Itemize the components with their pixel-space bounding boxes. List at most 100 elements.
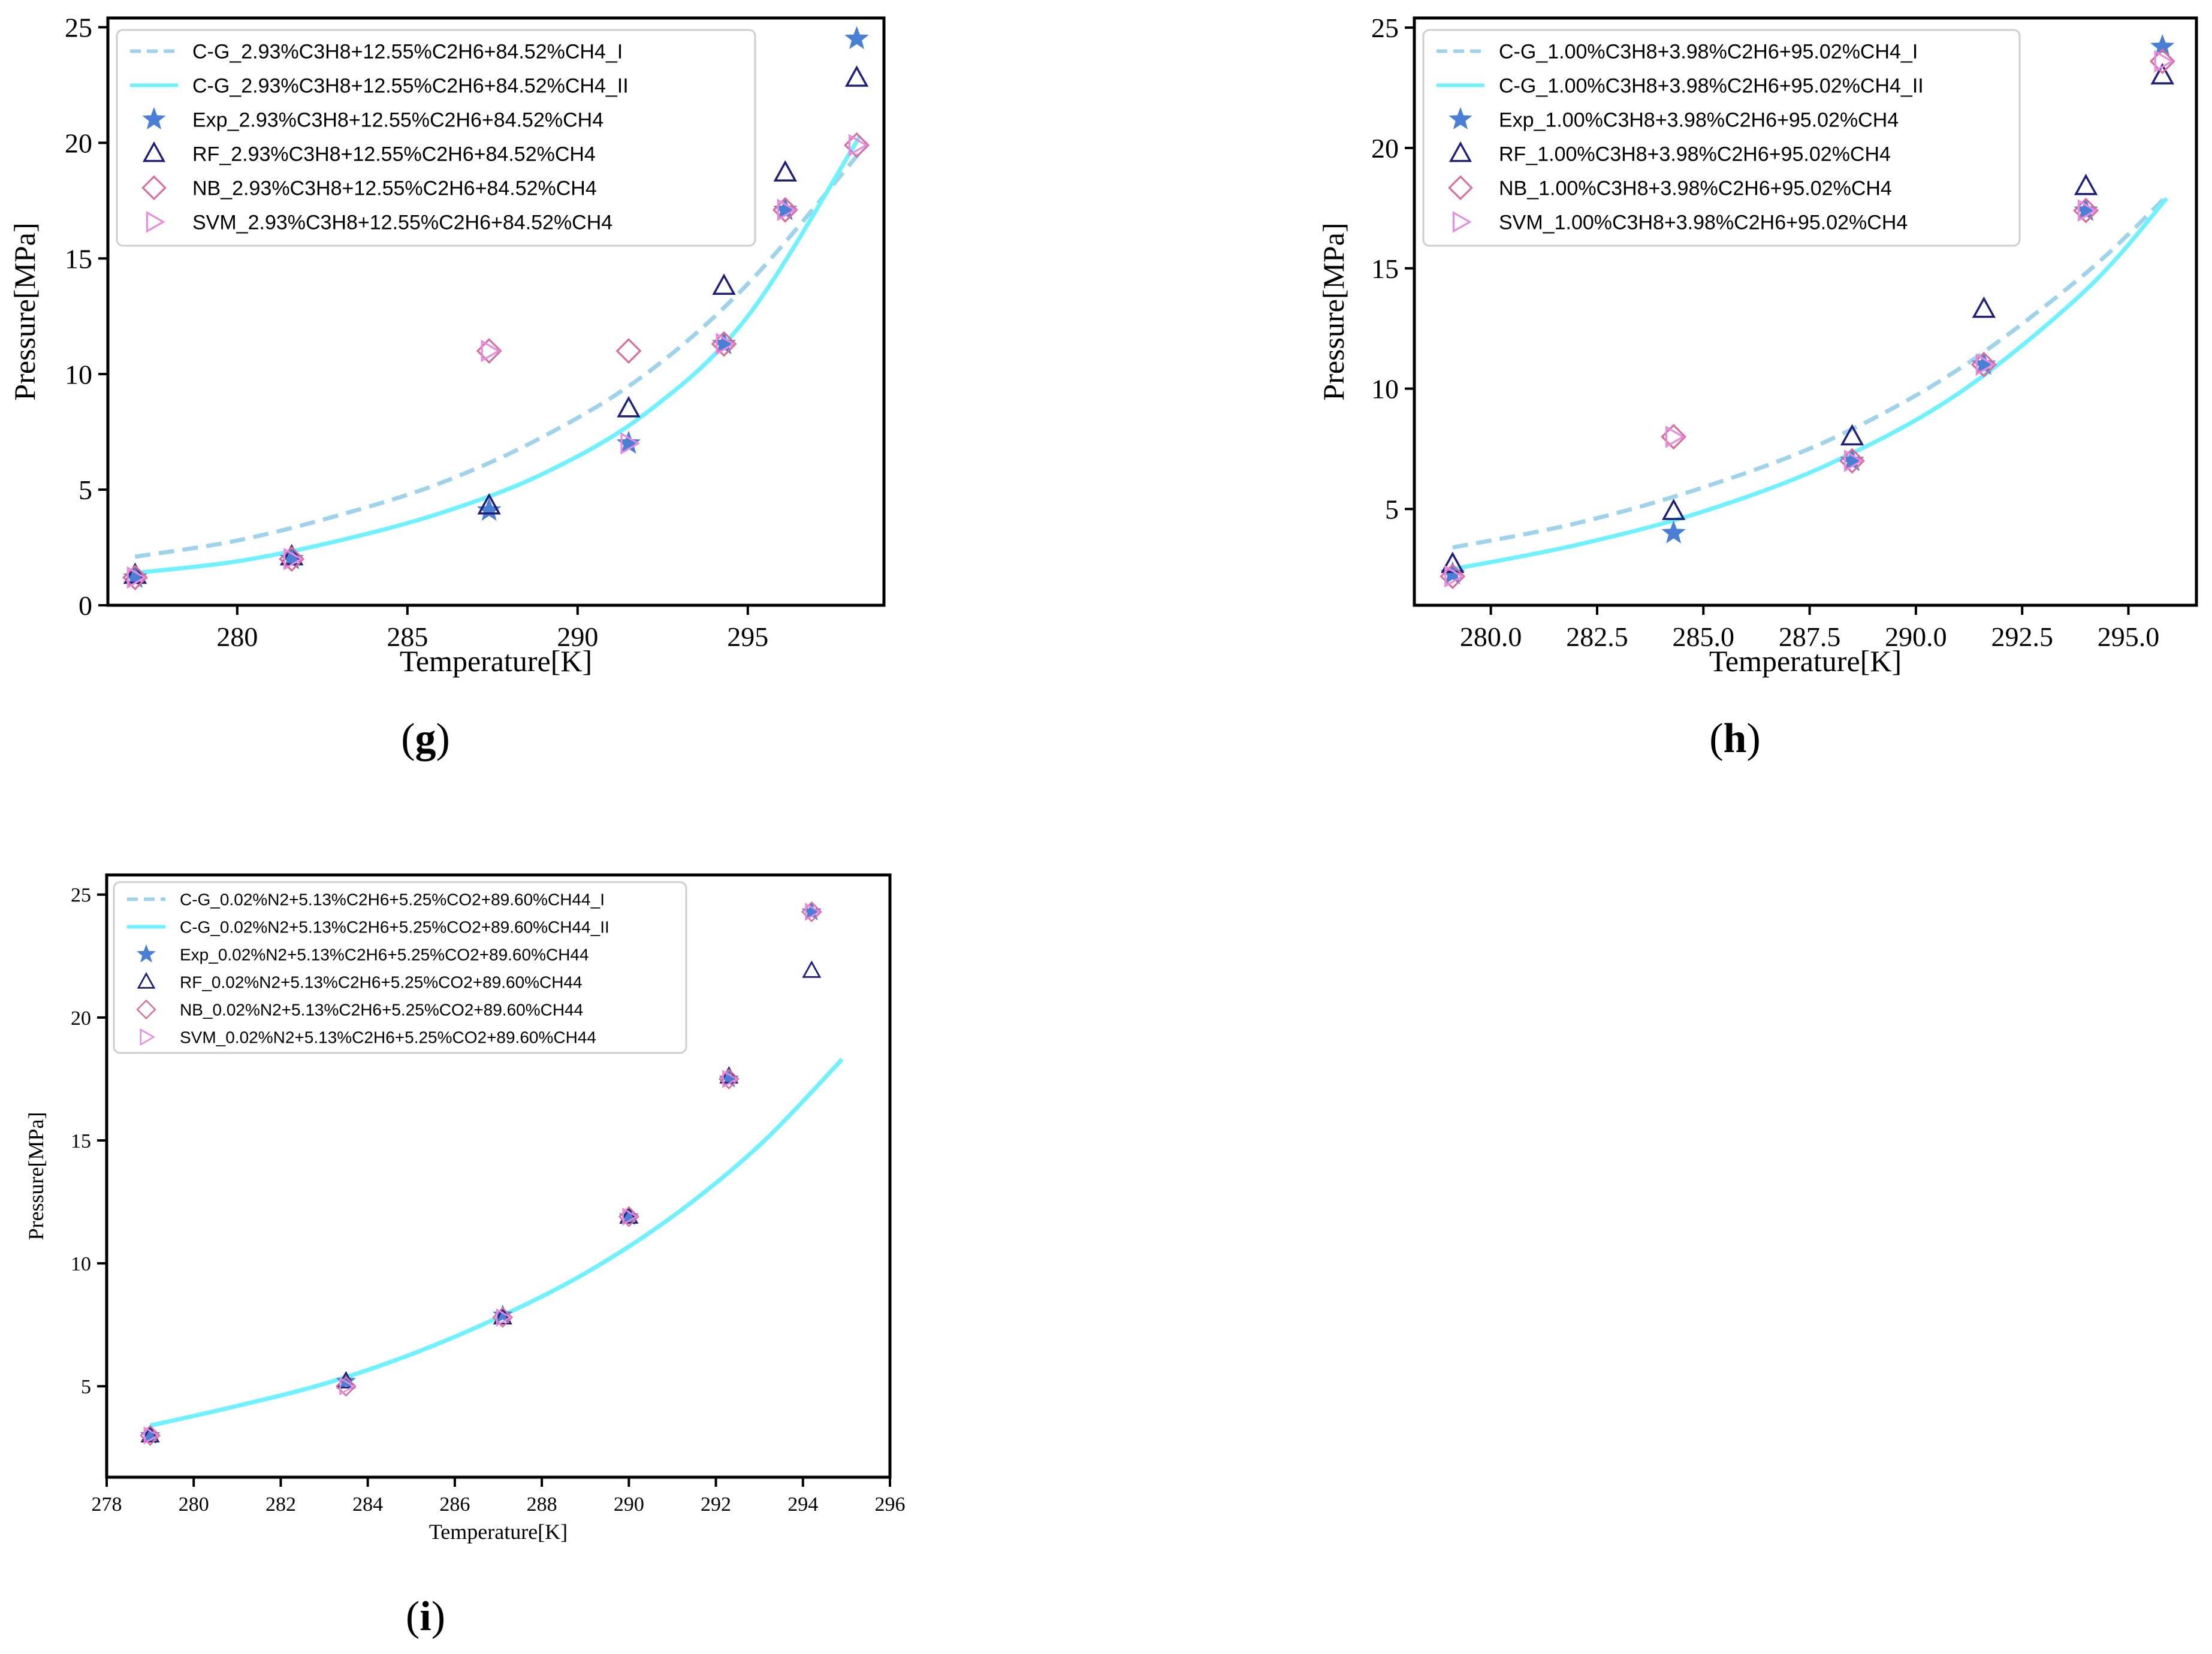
chart-h-point-exp xyxy=(2150,34,2175,58)
chart-g-point-rf xyxy=(844,65,869,87)
chart-h-x-tick-label: 280.0 xyxy=(1460,621,1522,652)
chart-i-legend-marker-svm xyxy=(140,1028,155,1046)
chart-g-y-tick-label: 15 xyxy=(65,243,92,274)
chart-i-y-tick-label: 15 xyxy=(71,1130,91,1152)
panels: 280 285 290 295 0 5 10 15 20 25 Temperature[K] Pres… xyxy=(8,13,2198,1640)
chart-g-legend-entry: SVM_2.93%C3H8+12.55%C2H6+84.52%CH4 xyxy=(192,212,612,234)
chart-h-point-exp xyxy=(1661,520,1686,544)
chart-h-legend xyxy=(1422,29,2021,247)
chart-g-point-exp xyxy=(476,497,502,521)
chart-h-y-tick-label: 20 xyxy=(1371,133,1399,164)
chart-h-y-tick-label: 10 xyxy=(1371,374,1399,405)
chart-h-line-c-g-ii xyxy=(1452,197,2169,572)
chart-i-point-svm xyxy=(143,1426,160,1445)
chart-h-line-c-g-i xyxy=(1452,194,2168,550)
chart-i-legend-entry: RF_0.02%N2+5.13%C2H6+5.25%CO2+89.60%CH44 xyxy=(180,973,583,992)
chart-g-legend-entry: C-G_2.93%C3H8+12.55%C2H6+84.52%CH4_II xyxy=(192,75,629,98)
chart-h-point-svm xyxy=(2154,50,2174,73)
chart-h-y-tick-label: 15 xyxy=(1371,253,1399,284)
chart-g-point-rf xyxy=(477,493,501,515)
chart-i-x-tick-label: 284 xyxy=(352,1493,383,1516)
chart-i-x-tick-label: 290 xyxy=(614,1493,644,1516)
chart-i-panel-label: (i) xyxy=(406,1593,445,1640)
chart-h-point-rf xyxy=(1661,499,1686,520)
chart-i-legend-marker-rf xyxy=(137,972,156,989)
chart-i-point-rf xyxy=(493,1307,512,1325)
chart-h-point-rf xyxy=(2150,63,2174,84)
chart-i-x-tick-label: 278 xyxy=(92,1493,122,1516)
chart-i-point-exp xyxy=(493,1304,513,1324)
chart-g-point-svm xyxy=(777,198,797,221)
chart-i-x-tick-label: 292 xyxy=(701,1493,731,1516)
chart-i-x-tick-label: 282 xyxy=(265,1493,296,1516)
chart-g: 280 285 290 295 0 5 10 15 20 25 Temperature[K] Pres… xyxy=(8,13,886,762)
chart-g-legend-marker-svm xyxy=(146,211,165,233)
chart-h-legend-marker-rf xyxy=(1448,141,1472,162)
chart-g-x-tick-label: 290 xyxy=(557,621,598,652)
chart-g-point-svm xyxy=(283,548,303,571)
chart-g-legend-marker-exp xyxy=(142,107,166,130)
chart-g-y-tick-label: 0 xyxy=(79,590,92,621)
chart-g-y-tick-label: 10 xyxy=(65,359,92,390)
chart-i-legend-marker-exp xyxy=(137,944,156,963)
chart-g-line-c-g-i xyxy=(134,150,862,559)
chart-h-x-axis-label: Temperature[K] xyxy=(1709,644,1902,678)
chart-h-plot-frame xyxy=(1413,16,2198,607)
chart-i-point-exp xyxy=(336,1371,357,1390)
chart-i-x-tick-label: 288 xyxy=(527,1493,557,1516)
chart-h-y-tick-label: 25 xyxy=(1371,13,1399,43)
chart-g-point-svm xyxy=(716,333,736,355)
chart-i-y-tick-label: 10 xyxy=(71,1253,91,1275)
chart-h: 280.0 282.5 285.0 287.5 290.0 292.5 295.0 5 10 15… xyxy=(1317,13,2198,762)
chart-h-legend-entry: NB_1.00%C3H8+3.98%C2H6+95.02%CH4 xyxy=(1499,177,1892,200)
chart-h-legend-entry: C-G_1.00%C3H8+3.98%C2H6+95.02%CH4_I xyxy=(1499,41,1918,64)
chart-h-x-tick-label: 282.5 xyxy=(1566,621,1628,652)
chart-g-line-c-g-ii xyxy=(135,134,862,575)
chart-g-legend-entry: NB_2.93%C3H8+12.55%C2H6+84.52%CH4 xyxy=(192,177,597,200)
chart-i-y-tick-label: 20 xyxy=(71,1007,91,1030)
chart-g-point-rf xyxy=(773,160,797,182)
chart-i-point-rf xyxy=(140,1425,160,1442)
chart-h-legend-entry: SVM_1.00%C3H8+3.98%C2H6+95.02%CH4 xyxy=(1499,212,1908,234)
chart-g-legend-marker-nb xyxy=(141,175,167,201)
chart-i-plot-frame xyxy=(105,873,892,1479)
chart-g-legend-entry: Exp_2.93%C3H8+12.55%C2H6+84.52%CH4 xyxy=(192,109,603,132)
chart-g-y-tick-label: 20 xyxy=(65,128,92,158)
chart-h-point-svm xyxy=(2078,199,2098,222)
chart-i-x-tick-label: 286 xyxy=(439,1493,470,1516)
chart-g-panel-label: (g) xyxy=(401,716,450,762)
chart-h-x-tick-label: 295.0 xyxy=(2098,621,2160,652)
chart-h-point-rf xyxy=(1840,424,1864,446)
chart-h-x-tick-label: 285.0 xyxy=(1673,621,1735,652)
chart-h-x-tick-label: 290.0 xyxy=(1885,621,1947,652)
chart-h-x-tick-label: 287.5 xyxy=(1779,621,1841,652)
chart-g-point-rf xyxy=(712,273,736,295)
chart-g-x-tick-label: 295 xyxy=(727,621,768,652)
chart-h-point-svm xyxy=(1444,565,1465,588)
chart-i-x-axis-label: Temperature[K] xyxy=(429,1520,568,1544)
chart-i-legend-entry: Exp_0.02%N2+5.13%C2H6+5.25%CO2+89.60%CH4… xyxy=(180,946,589,964)
chart-h-panel-label: (h) xyxy=(1709,716,1761,762)
chart-h-legend-marker-nb xyxy=(1448,175,1473,201)
chart-g-point-svm xyxy=(620,432,641,455)
chart-g-y-tick-label: 25 xyxy=(65,13,92,43)
chart-h-legend-entry: Exp_1.00%C3H8+3.98%C2H6+95.02%CH4 xyxy=(1499,109,1899,132)
chart-h-legend-entry: C-G_1.00%C3H8+3.98%C2H6+95.02%CH4_II xyxy=(1499,75,1924,98)
chart-i: 278 280 282 284 286 288 290 292 294 296 5 10 15 20 25 T… xyxy=(24,873,906,1640)
chart-g-point-svm xyxy=(848,134,868,156)
chart-i-y-tick-label: 25 xyxy=(71,885,91,907)
chart-g-point-rf xyxy=(617,396,641,418)
chart-i-point-svm xyxy=(722,1070,738,1088)
chart-g-x-tick-label: 280 xyxy=(216,621,258,652)
chart-g-legend-entry: C-G_2.93%C3H8+12.55%C2H6+84.52%CH4_I xyxy=(192,41,623,64)
chart-h-point-svm xyxy=(1975,353,1996,376)
chart-i-point-rf xyxy=(619,1206,639,1224)
chart-h-point-svm xyxy=(1843,449,1864,472)
chart-i-legend xyxy=(113,881,687,1054)
chart-h-y-axis-label: Pressure[MPa] xyxy=(1317,222,1350,400)
chart-i-point-svm xyxy=(339,1377,355,1396)
chart-g-plot-frame xyxy=(106,16,886,607)
chart-g-point-nb xyxy=(615,338,642,364)
chart-i-legend-entry: NB_0.02%N2+5.13%C2H6+5.25%CO2+89.60%CH44 xyxy=(180,1001,583,1019)
chart-g-y-axis-label: Pressure[MPa] xyxy=(8,222,41,400)
